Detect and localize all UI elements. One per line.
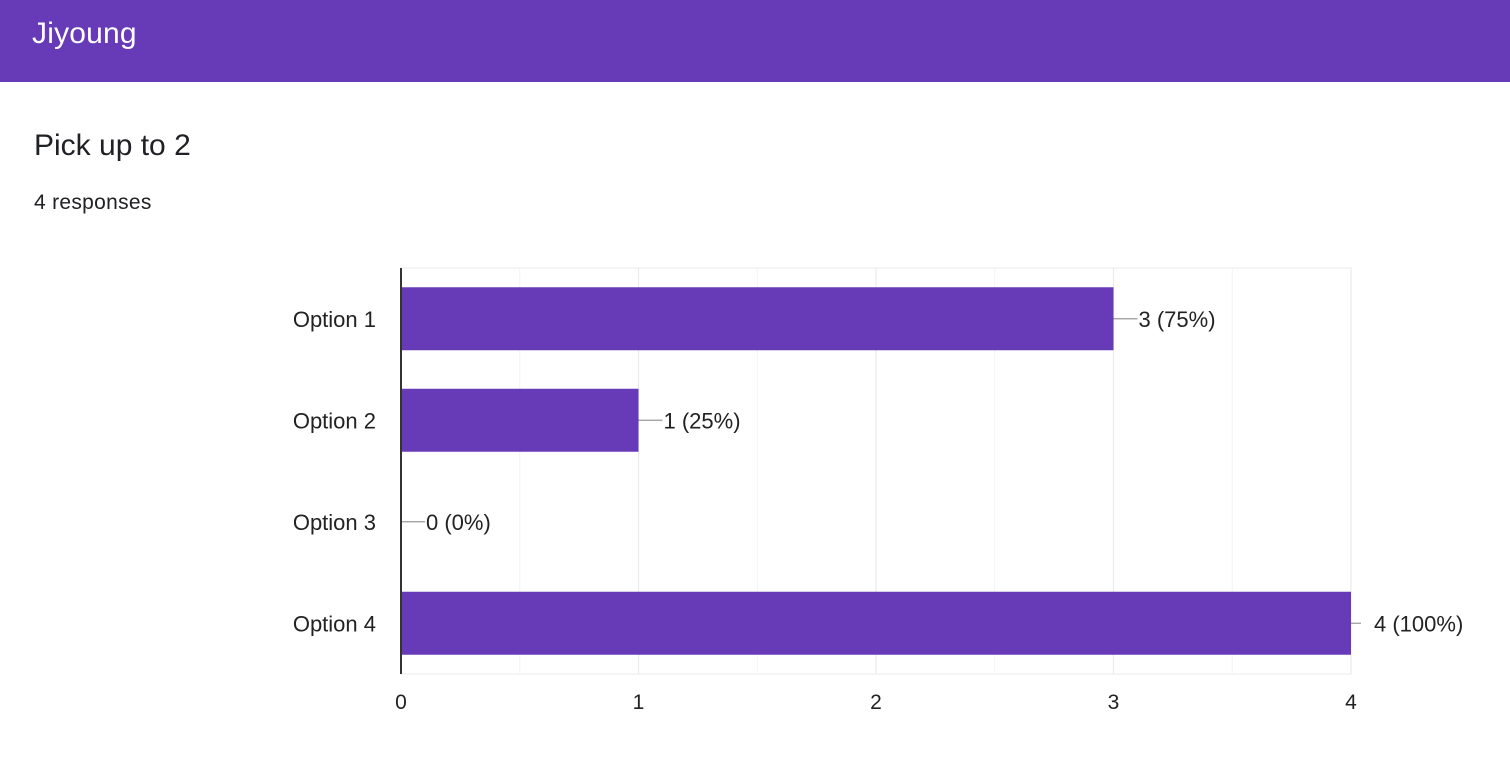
category-label: Option 1 [293, 307, 376, 332]
question-title: Pick up to 2 [34, 129, 191, 162]
bar [401, 287, 1114, 351]
bar [401, 591, 1351, 655]
x-tick-label: 3 [1108, 691, 1120, 714]
x-tick-label: 4 [1345, 691, 1357, 714]
bar [401, 388, 639, 452]
category-label: Option 3 [293, 510, 376, 535]
category-label: Option 4 [293, 611, 376, 636]
response-count: 4 responses [34, 191, 152, 214]
category-label: Option 2 [293, 408, 376, 433]
x-tick-label: 0 [395, 691, 407, 714]
x-tick-label: 1 [633, 691, 645, 714]
form-header: Jiyoung [0, 0, 1510, 82]
data-label: 3 (75%) [1139, 307, 1216, 332]
data-label: 0 (0%) [426, 510, 491, 535]
data-label: 1 (25%) [664, 408, 741, 433]
data-label: 4 (100%) [1374, 611, 1463, 636]
form-title: Jiyoung [32, 17, 137, 50]
x-tick-label: 2 [870, 691, 882, 714]
